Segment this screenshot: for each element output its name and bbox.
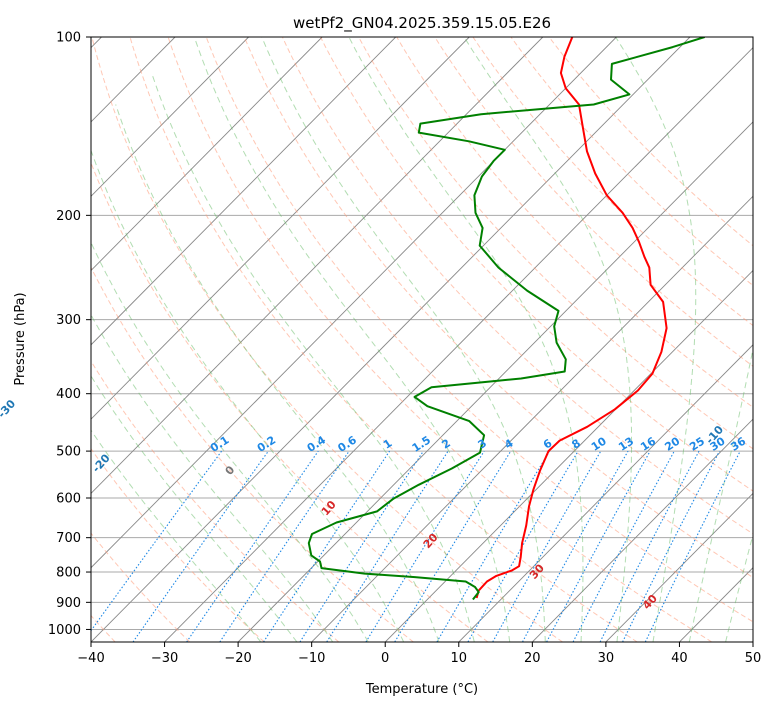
y-tick-label: 700 [56, 531, 81, 546]
moist-adiabat-line [91, 149, 405, 642]
mixing-ratio-line [644, 450, 741, 642]
moist-adiabat-line [115, 104, 440, 642]
dry-adiabat-line [548, 37, 753, 247]
moist-adiabat-line [91, 429, 262, 642]
mixing-ratio-line [299, 450, 424, 642]
moist-adiabat-line [762, 37, 775, 642]
dry-adiabat-line [129, 37, 638, 642]
moist-adiabat-line [151, 72, 475, 642]
plot-frame [90, 36, 754, 643]
mixing-ratio-line [492, 450, 602, 642]
series-lines [307, 37, 706, 601]
mixing-ratio-line [263, 450, 391, 642]
isotherm-line [458, 344, 753, 642]
mixing-ratio-line [365, 450, 485, 642]
dry-adiabat-line [205, 37, 753, 623]
isotherm-line [532, 418, 753, 642]
moist-adiabat-line [348, 37, 584, 642]
isotherm-line [91, 37, 323, 272]
x-tick-label: −20 [224, 651, 251, 666]
isotherm-line [752, 641, 753, 642]
x-axis-title: Temperature (°C) [365, 682, 478, 697]
y-tick-label: 900 [56, 596, 81, 611]
isotherm-line [91, 37, 617, 569]
mixing-ratio-line [186, 450, 319, 642]
x-tick-label: 10 [451, 651, 468, 666]
moist-adiabat-line [261, 37, 546, 642]
y-axis: 100 200 300 400 500 600 700 800 900 1000 [48, 31, 91, 638]
dry-adiabat-line [91, 266, 414, 642]
background-lines [91, 37, 775, 642]
y-tick-label: 100 [56, 31, 81, 46]
x-tick-label: 30 [598, 651, 615, 666]
x-tick-label: −10 [298, 651, 325, 666]
y-tick-label: 400 [56, 387, 81, 402]
isotherm-line [164, 46, 753, 642]
temperature-line [475, 37, 668, 599]
y-tick-label: 1000 [48, 623, 81, 638]
dry-adiabat-line [434, 37, 753, 367]
isotherm-line [384, 269, 753, 642]
moist-adiabat-line [688, 346, 753, 642]
isotherm-line [91, 37, 249, 197]
dry-adiabat-line [91, 532, 191, 642]
moist-adiabat-line [725, 533, 753, 642]
mixing-ratio-line [572, 450, 675, 642]
mixing-ratio-line [326, 450, 449, 642]
y-tick-label: 200 [56, 209, 81, 224]
y-tick-label: 500 [56, 445, 81, 460]
isotherm-line [237, 121, 753, 642]
moist-adiabat-line [193, 37, 511, 642]
x-tick-label: 0 [381, 651, 389, 666]
dry-adiabat-line [91, 360, 340, 642]
dry-adiabat-line [396, 37, 753, 408]
dry-adiabat-line [358, 37, 753, 450]
y-axis-title: Pressure (hPa) [13, 292, 28, 385]
mixing-ratio-line [219, 450, 350, 642]
x-tick-label: −40 [77, 651, 104, 666]
isotherm-line [605, 492, 753, 642]
x-tick-label: 20 [524, 651, 541, 666]
dewpoint-line [307, 37, 706, 601]
plot-background [91, 37, 753, 642]
dry-adiabat-line [167, 37, 713, 642]
moist-adiabat-line [91, 313, 334, 642]
isotherm-line [91, 37, 470, 420]
moist-adiabat-line [615, 37, 697, 642]
mixing-ratio-line [546, 450, 651, 642]
isotherm-line [91, 37, 544, 495]
dry-adiabat-line [243, 37, 753, 579]
mixing-ratio-line [394, 450, 512, 642]
mixing-ratio-line [599, 450, 700, 642]
y-tick-label: 800 [56, 566, 81, 581]
dry-adiabat-line [320, 37, 753, 492]
moist-adiabat-line [91, 375, 298, 642]
mixing-ratio-line [91, 450, 223, 632]
mixing-ratio-line [522, 450, 629, 642]
x-tick-label: 40 [671, 651, 688, 666]
dry-adiabat-label: -30 [0, 397, 18, 421]
y-tick-label: 600 [56, 492, 81, 507]
y-tick-label: 300 [56, 313, 81, 328]
isotherm-line [91, 37, 397, 346]
x-tick-label: −30 [151, 651, 178, 666]
chart-title: wetPf2_GN04.2025.359.15.05.E26 [293, 14, 551, 33]
isotherm-line [91, 37, 691, 642]
x-axis: −40 −30 −20 −10 0 10 20 30 40 50 [77, 642, 761, 666]
mixing-ratio-line [622, 450, 720, 642]
moist-adiabat-line [91, 241, 369, 642]
mixing-ratio-line [132, 450, 269, 642]
x-tick-label: 50 [745, 651, 762, 666]
